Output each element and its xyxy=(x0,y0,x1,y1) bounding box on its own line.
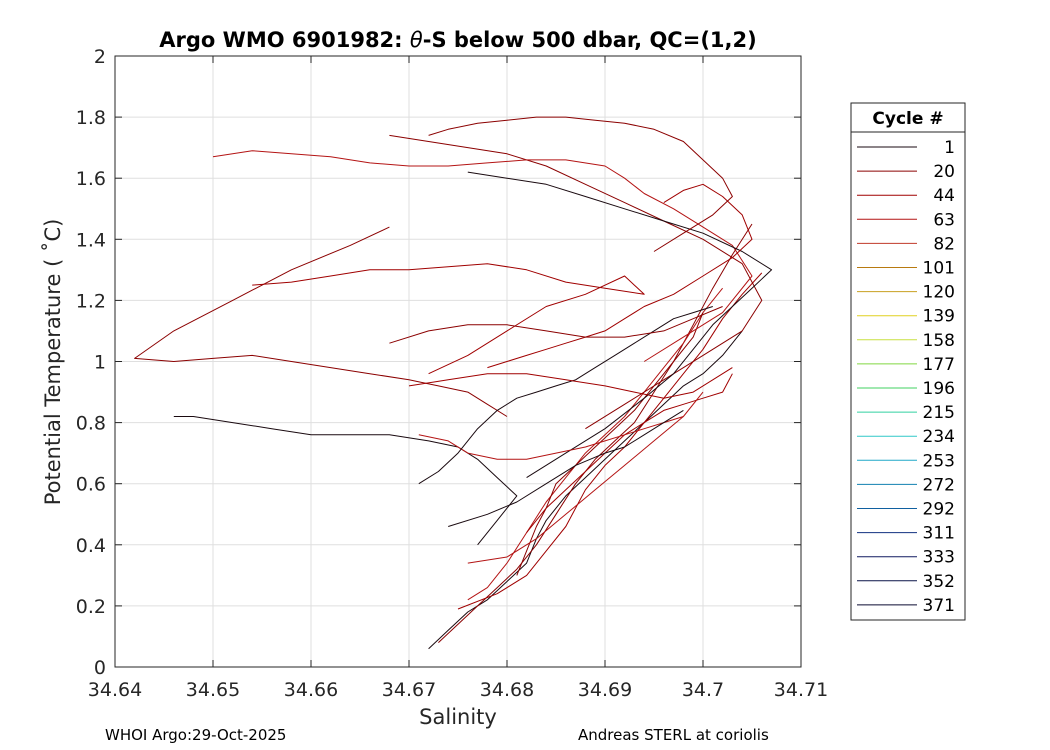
legend-label: 215 xyxy=(923,403,955,423)
legend-entry: 44 xyxy=(857,186,955,206)
series-line-11 xyxy=(467,171,773,479)
legend-label: 272 xyxy=(923,475,955,495)
y-tick-labels: 0 0.2 0.4 0.6 0.8 1 1.2 1.4 1.6 1.8 2 xyxy=(76,46,106,679)
series-line-0 xyxy=(428,330,743,650)
legend-entries: 1204463821011201391581771962152342532722… xyxy=(857,138,955,616)
series-line-18 xyxy=(448,409,684,527)
legend-entry: 333 xyxy=(857,548,955,568)
series-line-1 xyxy=(438,223,753,643)
series-line-7 xyxy=(134,226,508,417)
legend-entry: 253 xyxy=(857,451,955,471)
y-tick-label: 1.8 xyxy=(76,107,106,129)
legend-entry: 82 xyxy=(857,234,955,254)
legend-entry: 139 xyxy=(857,307,955,327)
legend-entry: 234 xyxy=(857,427,955,447)
legend-label: 292 xyxy=(923,500,955,520)
x-tick-label: 34.66 xyxy=(284,679,338,701)
legend-entry: 311 xyxy=(857,524,955,544)
series-line-10 xyxy=(212,150,753,362)
legend-label: 101 xyxy=(923,259,955,279)
y-tick-label: 2 xyxy=(94,46,106,68)
legend-entry: 120 xyxy=(857,283,955,303)
legend-label: 1 xyxy=(944,138,955,158)
legend-label: 311 xyxy=(923,524,955,544)
legend-label: 44 xyxy=(933,186,955,206)
x-tick-label: 34.65 xyxy=(186,679,240,701)
legend-label: 20 xyxy=(933,162,955,182)
y-tick-label: 1 xyxy=(94,352,106,374)
legend-label: 234 xyxy=(923,427,955,447)
legend-entry: 352 xyxy=(857,572,955,592)
legend-box xyxy=(850,102,966,621)
legend-entry: 215 xyxy=(857,403,955,423)
series-line-8 xyxy=(252,263,645,375)
y-tick-label: 0 xyxy=(94,657,106,679)
legend-entry: 101 xyxy=(857,259,955,279)
footer-right: Andreas STERL at coriolis xyxy=(578,726,769,744)
y-axis-label: Potential Temperature ( ˚C) xyxy=(41,219,65,506)
series-line-4 xyxy=(516,312,704,576)
footer-left: WHOI Argo:29-Oct-2025 xyxy=(105,726,286,744)
x-tick-label: 34.7 xyxy=(682,679,724,701)
x-tick-label: 34.68 xyxy=(480,679,534,701)
series-line-13 xyxy=(428,116,733,252)
y-tick-label: 0.8 xyxy=(76,413,106,435)
legend-label: 177 xyxy=(923,355,955,375)
series-line-14 xyxy=(418,416,684,460)
series-line-15 xyxy=(418,306,713,485)
y-tick-label: 0.2 xyxy=(76,596,106,618)
legend-entry: 272 xyxy=(857,475,955,495)
series-line-16 xyxy=(408,367,733,399)
x-tick-labels: 34.64 34.65 34.66 34.67 34.68 34.69 34.7 34.71 xyxy=(88,679,828,701)
series-line-9 xyxy=(389,134,763,430)
series-line-17 xyxy=(389,306,723,344)
legend-label: 196 xyxy=(923,379,955,399)
axis-ticks xyxy=(114,55,802,668)
y-tick-label: 1.6 xyxy=(76,168,106,190)
legend-entry: 177 xyxy=(857,355,955,375)
legend-label: 139 xyxy=(923,307,955,327)
legend-title: Cycle # xyxy=(872,109,943,129)
legend-label: 253 xyxy=(923,451,955,471)
legend-entry: 20 xyxy=(857,162,955,182)
x-tick-label: 34.69 xyxy=(578,679,632,701)
series-line-6 xyxy=(173,416,518,546)
y-tick-label: 0.6 xyxy=(76,474,106,496)
series-line-19 xyxy=(467,391,704,564)
x-tick-label: 34.71 xyxy=(774,679,828,701)
grid-lines xyxy=(115,56,801,667)
legend-entry: 63 xyxy=(857,210,955,230)
legend-entry: 292 xyxy=(857,500,955,520)
x-axis-label: Salinity xyxy=(419,705,497,729)
x-tick-label: 34.67 xyxy=(382,679,436,701)
legend-entry: 1 xyxy=(857,138,955,158)
data-series xyxy=(134,116,773,650)
legend-label: 63 xyxy=(933,210,955,230)
legend-label: 158 xyxy=(923,331,955,351)
x-tick-label: 34.64 xyxy=(88,679,142,701)
y-tick-label: 1.4 xyxy=(76,229,106,251)
chart-title: Argo WMO 6901982: θ-S below 500 dbar, QC… xyxy=(159,28,756,52)
legend-label: 371 xyxy=(923,596,955,616)
series-line-12 xyxy=(487,183,753,369)
series-line-5 xyxy=(526,373,733,533)
legend-entry: 158 xyxy=(857,331,955,351)
legend-entry: 196 xyxy=(857,379,955,399)
y-tick-label: 1.2 xyxy=(76,290,106,312)
legend-label: 333 xyxy=(923,548,955,568)
legend-label: 352 xyxy=(923,572,955,592)
legend-entry: 371 xyxy=(857,596,955,616)
legend: Cycle # 12044638210112013915817719621523… xyxy=(850,102,966,621)
y-tick-label: 0.4 xyxy=(76,535,106,557)
legend-label: 82 xyxy=(933,234,955,254)
legend-label: 120 xyxy=(923,283,955,303)
